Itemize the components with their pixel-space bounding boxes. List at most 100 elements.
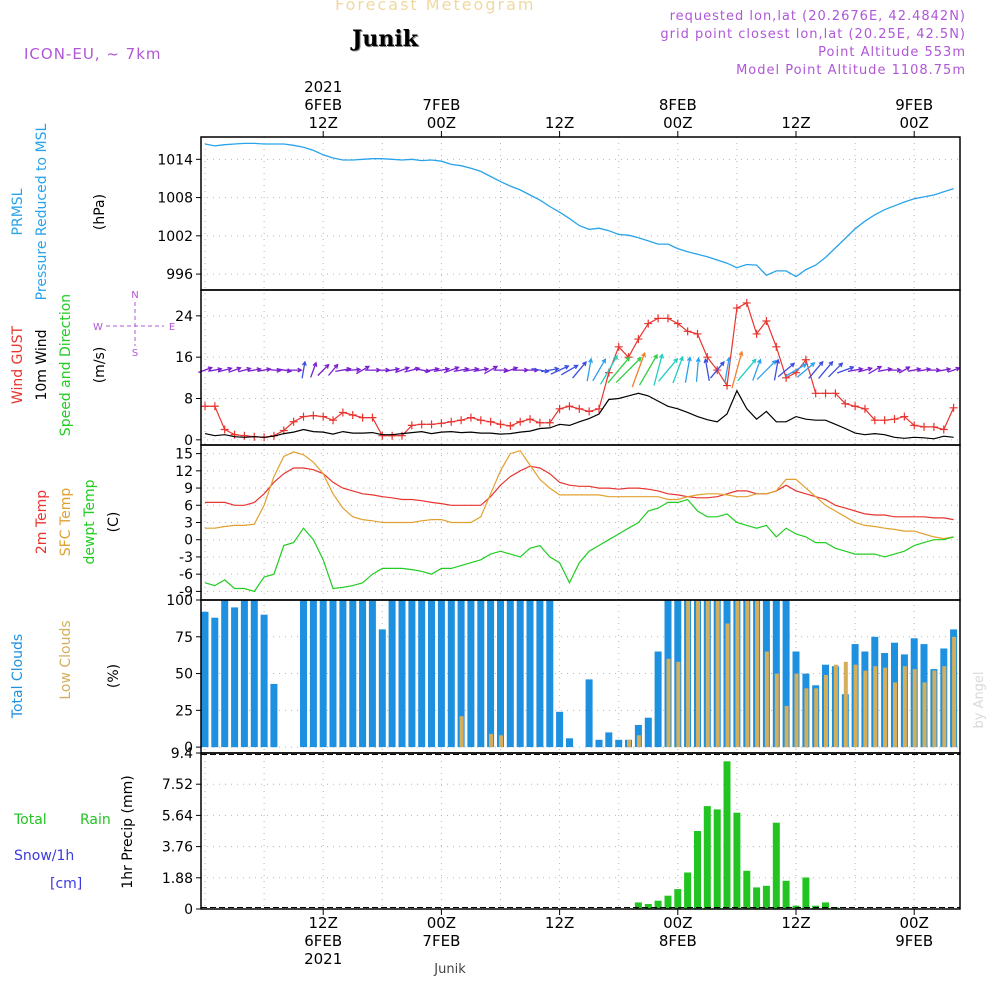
wind-gust-marker [535,418,544,427]
wind-direction-arrow [828,362,844,378]
rain-bar [634,902,642,909]
wind-gust-marker [900,412,909,421]
precip-unit-label: 1hr Precip (mm) [120,775,136,888]
wind-direction-arrow [560,364,579,376]
total-cloud-bar [319,600,327,748]
wind-gust-marker [703,353,712,362]
wind-gust-marker [220,425,229,434]
wind-direction-arrow [756,359,777,380]
y-tick-label: 75 [175,630,193,646]
bottom-time-label: 2021 [304,950,342,968]
low-cloud-bar [715,600,720,748]
wind-gust-marker [575,404,584,413]
wind-speed-label: 10m Wind [34,329,50,400]
wind-gust-marker [555,404,564,413]
total-cloud-bar [378,629,386,748]
wind-direction-label: Speed and Direction [58,294,74,436]
wind-gust-marker [634,335,643,344]
y-tick-label: 6 [184,498,193,514]
pressure-label-line1: PRMSL [10,188,26,235]
rain-bar [694,831,701,909]
y-tick-label: 25 [175,703,193,719]
wind-gust-marker [289,417,298,426]
wind-gust-marker [782,373,791,382]
wind-gust-marker [476,416,485,425]
wind-direction-arrow [858,366,873,373]
low-cloud-bar [794,673,799,748]
total-cloud-bar [467,600,475,748]
wind-gust-marker [486,417,495,426]
panel-frames [200,136,961,910]
y-tick-label: -6 [179,567,193,583]
wind-gust-marker [506,421,515,430]
wind-gust-marker [427,420,436,429]
total-cloud-bar [270,683,278,748]
bottom-time-label: 00Z [663,914,692,932]
wind-gust-marker [378,431,387,440]
wind-gust-marker [358,413,367,422]
wind-direction-arrow [238,366,252,373]
wind-compass: N S W E [93,290,175,359]
y-tick-label: 9 [184,481,193,497]
wind-gust-marker [447,417,456,426]
total-cloud-bar [605,732,613,748]
wind-direction-arrow [208,367,223,372]
low-cloud-bar [824,675,828,748]
bottom-time-label: 12Z [545,914,574,932]
total-cloud-bar [260,614,268,748]
wind-gust-marker [772,342,781,351]
wind-direction-arrow [773,358,781,381]
wind-gust-marker [407,421,416,430]
compass-east: E [169,322,175,333]
wind-direction-arrow [731,350,744,389]
y-tick-label: 0 [184,902,193,918]
wind-gust-marker [929,422,938,431]
wind-direction-arrow [572,361,587,379]
total-cloud-bar [418,600,426,748]
wind-direction-arrow [483,365,499,375]
top-time-label: 2021 [304,78,342,96]
total-cloud-bar [654,651,662,748]
top-time-label: 00Z [900,114,929,132]
bottom-time-label: 00Z [427,914,456,932]
total-cloud-bar [615,739,623,748]
rain-bar [733,812,741,909]
rain-bar [684,872,692,909]
wind-direction-arrow [737,358,757,382]
low-cloud-bar [942,666,947,748]
coordinate-info: requested lon,lat (20.2676E, 42.4842N) g… [660,8,966,80]
grid-lines [201,137,960,910]
y-tick-label: 16 [175,350,193,366]
wind-gust-marker [683,327,692,336]
wind-gust-marker [673,319,682,328]
rain-bar [772,822,780,909]
panel-frame-pressure [200,136,961,291]
rain-bar [762,885,770,909]
wind-gust-marker [210,402,219,411]
wind-gust-marker [319,412,328,421]
wind-direction-arrow [808,360,824,379]
wind-gust-marker [811,389,820,398]
compass-south: S [132,348,138,359]
wind-direction-arrow [541,366,560,373]
low-cloud-bar [499,735,503,748]
rain-bar [674,889,682,909]
bottom-time-label: 00Z [900,914,929,932]
pressure-label-line2: Pressure Reduced to MSL [34,123,50,300]
temp-2m-line [205,465,954,521]
total-cloud-bar [585,679,593,748]
total-cloud-bar [339,600,347,748]
wind-direction-arrow [684,356,692,383]
total-cloud-bar [300,600,307,748]
y-tick-label: 12 [175,464,193,480]
low-cloud-bar [902,666,907,748]
chart-marks [198,142,961,909]
rain-bar [654,900,662,909]
low-cloud-bar [883,667,888,748]
wind-gust-marker [466,413,475,422]
y-tick-label: 5.64 [162,808,193,824]
wind-direction-arrow [310,361,318,378]
wind-direction-arrow [217,366,233,373]
wind-gust-marker [201,402,209,411]
low-cloud-bar [893,682,897,748]
